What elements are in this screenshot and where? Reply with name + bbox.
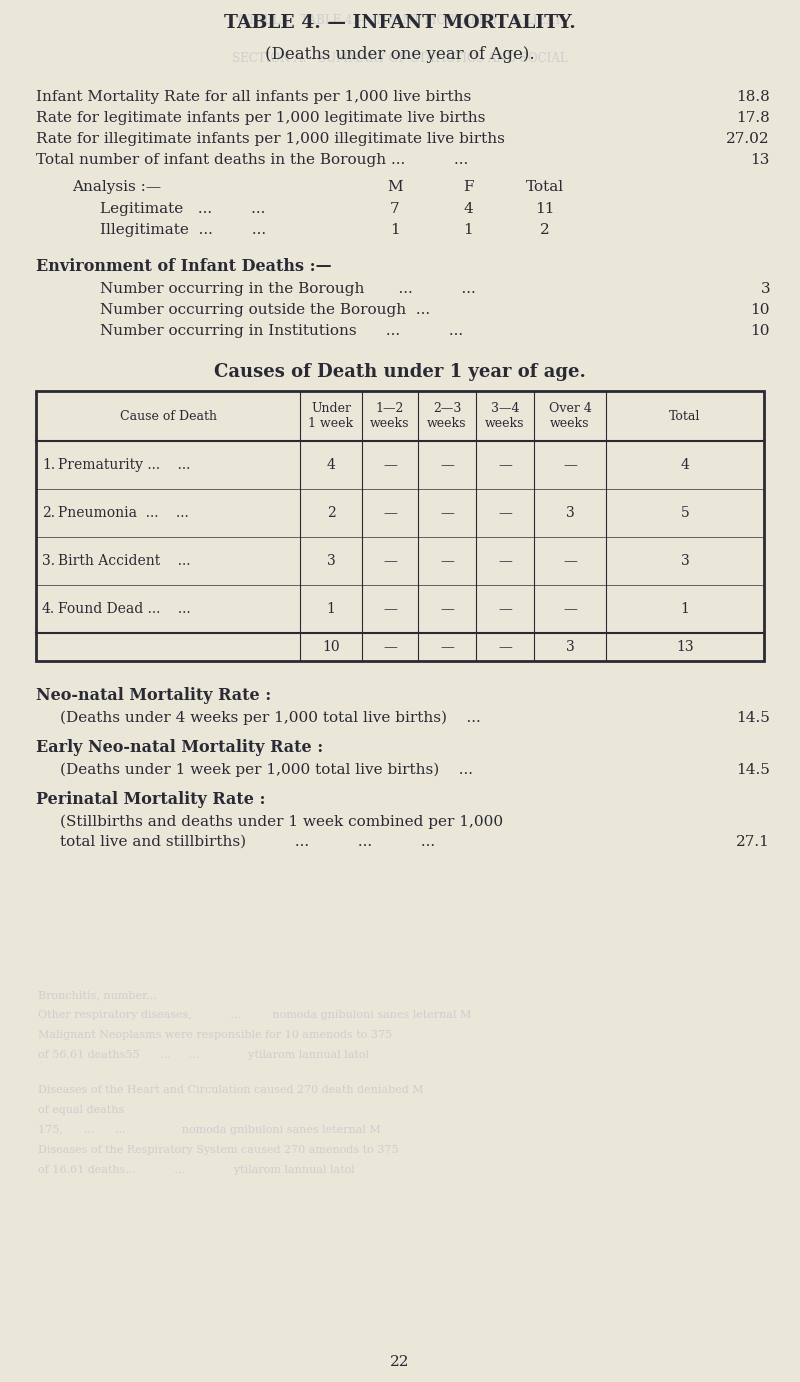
Text: Malignant Neoplasms were responsible for 10 amenods to 375: Malignant Neoplasms were responsible for… bbox=[38, 1030, 392, 1041]
Text: —: — bbox=[563, 457, 577, 473]
Text: 27.02: 27.02 bbox=[726, 133, 770, 146]
Text: (Stillbirths and deaths under 1 week combined per 1,000: (Stillbirths and deaths under 1 week com… bbox=[60, 815, 503, 829]
Text: —: — bbox=[498, 457, 512, 473]
Text: 13: 13 bbox=[676, 640, 694, 654]
Text: SECTION A.—SUMMARY OF STATISTICS AND SOCIAL: SECTION A.—SUMMARY OF STATISTICS AND SOC… bbox=[232, 53, 568, 65]
Text: Total number of infant deaths in the Borough ...          ...: Total number of infant deaths in the Bor… bbox=[36, 153, 468, 167]
Text: —: — bbox=[498, 640, 512, 654]
Text: 5: 5 bbox=[681, 506, 690, 520]
Text: 22: 22 bbox=[390, 1354, 410, 1370]
Text: —: — bbox=[563, 603, 577, 616]
Text: Prematurity ...    ...: Prematurity ... ... bbox=[58, 457, 190, 473]
Text: Total: Total bbox=[526, 180, 564, 193]
Text: 3: 3 bbox=[566, 506, 574, 520]
Text: Other respiratory diseases,           ...         nomoda gnibuloni sanes leterna: Other respiratory diseases, ... nomoda g… bbox=[38, 1010, 471, 1020]
Text: Found Dead ...    ...: Found Dead ... ... bbox=[58, 603, 190, 616]
Text: 3.: 3. bbox=[42, 554, 55, 568]
Text: 3: 3 bbox=[681, 554, 690, 568]
Text: F: F bbox=[462, 180, 474, 193]
Text: 4.: 4. bbox=[42, 603, 55, 616]
Text: —: — bbox=[563, 554, 577, 568]
Text: 1: 1 bbox=[681, 603, 690, 616]
Text: —: — bbox=[498, 603, 512, 616]
Text: Illegitimate  ...        ...: Illegitimate ... ... bbox=[100, 223, 266, 236]
Text: 10: 10 bbox=[750, 303, 770, 316]
Text: Birth Accident    ...: Birth Accident ... bbox=[58, 554, 190, 568]
Text: 13: 13 bbox=[750, 153, 770, 167]
Text: Number occurring in the Borough       ...          ...: Number occurring in the Borough ... ... bbox=[100, 282, 476, 296]
Text: 1: 1 bbox=[326, 603, 335, 616]
Text: total live and stillbirths)          ...          ...          ...: total live and stillbirths) ... ... ... bbox=[60, 835, 435, 849]
Text: 14.5: 14.5 bbox=[736, 710, 770, 726]
Text: Diseases of the Heart and Circulation caused 270 death deniabed M: Diseases of the Heart and Circulation ca… bbox=[38, 1085, 424, 1095]
Text: (Deaths under 4 weeks per 1,000 total live births)    ...: (Deaths under 4 weeks per 1,000 total li… bbox=[60, 710, 481, 726]
Text: Bronchitis, number...: Bronchitis, number... bbox=[38, 990, 157, 1001]
Text: Analysis :—: Analysis :— bbox=[72, 180, 161, 193]
Text: —: — bbox=[440, 457, 454, 473]
Text: Neo-natal Mortality Rate :: Neo-natal Mortality Rate : bbox=[36, 687, 271, 703]
Text: 175,      ...      ...                nomoda gnibuloni sanes leternal M: 175, ... ... nomoda gnibuloni sanes lete… bbox=[38, 1125, 381, 1135]
Text: Number occurring in Institutions      ...          ...: Number occurring in Institutions ... ... bbox=[100, 323, 463, 339]
Text: —: — bbox=[440, 603, 454, 616]
Text: Early Neo-natal Mortality Rate :: Early Neo-natal Mortality Rate : bbox=[36, 739, 323, 756]
Text: Total: Total bbox=[670, 409, 701, 423]
Text: —: — bbox=[383, 554, 397, 568]
Text: (Deaths under 1 week per 1,000 total live births)    ...: (Deaths under 1 week per 1,000 total liv… bbox=[60, 763, 473, 778]
Text: 4: 4 bbox=[681, 457, 690, 473]
Text: —: — bbox=[440, 640, 454, 654]
Bar bbox=[36, 391, 764, 661]
Text: Number occurring outside the Borough  ...: Number occurring outside the Borough ... bbox=[100, 303, 430, 316]
Text: Over 4
weeks: Over 4 weeks bbox=[549, 402, 591, 430]
Text: 2.: 2. bbox=[42, 506, 55, 520]
Text: 3: 3 bbox=[326, 554, 335, 568]
Text: 3: 3 bbox=[566, 640, 574, 654]
Text: —: — bbox=[498, 506, 512, 520]
Text: 10: 10 bbox=[750, 323, 770, 339]
Text: M: M bbox=[387, 180, 403, 193]
Text: 4: 4 bbox=[463, 202, 473, 216]
Text: Cause of Death: Cause of Death bbox=[119, 409, 217, 423]
Text: 18.8: 18.8 bbox=[736, 90, 770, 104]
Text: 1—2
weeks: 1—2 weeks bbox=[370, 402, 410, 430]
Text: —: — bbox=[383, 506, 397, 520]
Text: Rate for legitimate infants per 1,000 legitimate live births: Rate for legitimate infants per 1,000 le… bbox=[36, 111, 486, 124]
Text: 17.8: 17.8 bbox=[736, 111, 770, 124]
Text: 4: 4 bbox=[326, 457, 335, 473]
Text: Rate for illegitimate infants per 1,000 illegitimate live births: Rate for illegitimate infants per 1,000 … bbox=[36, 133, 505, 146]
Text: 1.: 1. bbox=[42, 457, 55, 473]
Text: 1: 1 bbox=[463, 223, 473, 236]
Text: of 16.61 deaths...           ...              ytilarom lannual latol: of 16.61 deaths... ... ytilarom lannual … bbox=[38, 1165, 354, 1175]
Text: Perinatal Mortality Rate :: Perinatal Mortality Rate : bbox=[36, 791, 266, 808]
Text: 2: 2 bbox=[326, 506, 335, 520]
Text: of 56.61 deaths55      ...     ...              ytilarom lannual latol: of 56.61 deaths55 ... ... ytilarom lannu… bbox=[38, 1050, 369, 1060]
Text: 7: 7 bbox=[390, 202, 400, 216]
Text: 11: 11 bbox=[535, 202, 554, 216]
Text: Legitimate   ...        ...: Legitimate ... ... bbox=[100, 202, 266, 216]
Text: 2—3
weeks: 2—3 weeks bbox=[427, 402, 466, 430]
Text: Environment of Infant Deaths :—: Environment of Infant Deaths :— bbox=[36, 258, 332, 275]
Text: TABLE 4. — INFANT MORTALITY.: TABLE 4. — INFANT MORTALITY. bbox=[224, 14, 576, 32]
Text: 1: 1 bbox=[390, 223, 400, 236]
Text: —: — bbox=[383, 640, 397, 654]
Text: —: — bbox=[440, 554, 454, 568]
Text: —: — bbox=[383, 603, 397, 616]
Text: 3: 3 bbox=[760, 282, 770, 296]
Text: Causes of Death under 1 year of age.: Causes of Death under 1 year of age. bbox=[214, 363, 586, 381]
Text: OTADLE   TABLE 4.— INFANT MORTALITY.   G.LIEAT: OTADLE TABLE 4.— INFANT MORTALITY. G.LIE… bbox=[238, 14, 562, 28]
Text: (Deaths under one year of Age).: (Deaths under one year of Age). bbox=[265, 46, 535, 64]
Text: 2: 2 bbox=[540, 223, 550, 236]
Text: of equal deaths: of equal deaths bbox=[38, 1106, 124, 1115]
Text: Diseases of the Respiratory System caused 270 amenods to 375: Diseases of the Respiratory System cause… bbox=[38, 1146, 398, 1155]
Text: 14.5: 14.5 bbox=[736, 763, 770, 777]
Text: Pneumonia  ...    ...: Pneumonia ... ... bbox=[58, 506, 189, 520]
Text: —: — bbox=[440, 506, 454, 520]
Text: 3—4
weeks: 3—4 weeks bbox=[486, 402, 525, 430]
Text: Infant Mortality Rate for all infants per 1,000 live births: Infant Mortality Rate for all infants pe… bbox=[36, 90, 471, 104]
Text: Under
1 week: Under 1 week bbox=[309, 402, 354, 430]
Text: 27.1: 27.1 bbox=[736, 835, 770, 849]
Text: —: — bbox=[383, 457, 397, 473]
Text: 10: 10 bbox=[322, 640, 340, 654]
Text: —: — bbox=[498, 554, 512, 568]
